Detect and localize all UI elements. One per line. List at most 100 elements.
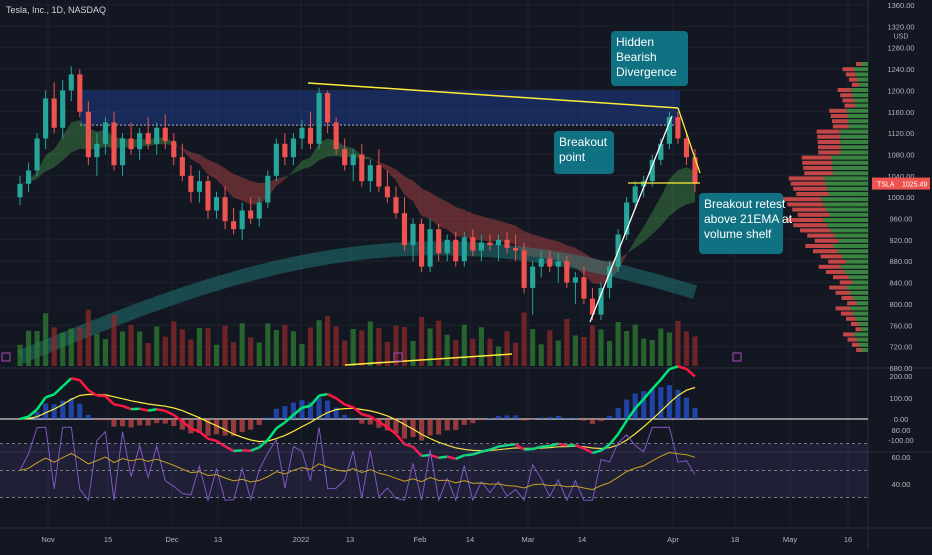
volume-bar — [410, 341, 415, 366]
macd-histogram-bar — [359, 419, 364, 424]
macd-histogram-bar — [607, 416, 612, 419]
volume-bar — [547, 330, 552, 366]
time-tick-label: 14 — [466, 535, 474, 544]
candle-body — [205, 181, 210, 210]
macd-tick-label: 0.00 — [894, 415, 909, 424]
candle-body — [154, 128, 159, 144]
candle-body — [163, 128, 168, 141]
candle[interactable] — [419, 219, 424, 272]
macd-histogram-bar — [240, 419, 245, 432]
volume-bar — [180, 329, 185, 366]
candle[interactable] — [274, 138, 279, 181]
callout-text: Breakout retest — [704, 197, 786, 211]
rsi-tick-label: 80.00 — [892, 426, 911, 435]
volume-bar — [257, 343, 262, 367]
price-tick-label: 840.00 — [890, 279, 913, 288]
volume-profile-bar — [856, 317, 868, 321]
volume-bar — [342, 341, 347, 367]
volume-bar — [308, 328, 313, 367]
macd-histogram-bar — [547, 417, 552, 419]
volume-profile-bar — [840, 140, 868, 144]
macd-histogram-bar — [496, 416, 501, 419]
candle-body — [223, 197, 228, 221]
macd-histogram-bar — [52, 404, 57, 419]
ema-ribbon-segment — [422, 189, 431, 219]
candle-body — [633, 187, 638, 203]
candle[interactable] — [35, 133, 40, 176]
candle-body — [428, 229, 433, 266]
volume-bar — [598, 330, 603, 367]
volume-profile-bar — [793, 187, 827, 191]
volume-profile-bar — [850, 291, 868, 295]
volume-profile-bar — [839, 239, 868, 243]
volume-profile-bar — [849, 124, 868, 128]
volume-bar — [692, 337, 697, 367]
time-tick-label: 13 — [214, 535, 222, 544]
volume-bar — [667, 333, 672, 367]
volume-profile-bar — [787, 202, 823, 206]
candle-body — [556, 261, 561, 266]
volume-profile-bar — [835, 234, 868, 238]
volume-profile-bar — [840, 135, 868, 139]
volume-bar — [496, 347, 501, 367]
volume-bar — [616, 322, 621, 366]
ema-ribbon-segment — [251, 181, 260, 205]
price-tick-label: 920.00 — [890, 236, 913, 245]
candle[interactable] — [265, 170, 270, 207]
volume-bar — [163, 337, 168, 366]
macd-histogram-bar — [539, 418, 544, 419]
volume-profile-bar — [854, 98, 868, 102]
volume-bar — [111, 315, 116, 366]
volume-profile-bar — [826, 208, 868, 212]
price-tick-label: 1200.00 — [887, 86, 914, 95]
candle-body — [214, 197, 219, 210]
volume-bar — [223, 326, 228, 366]
candle-body — [137, 133, 142, 149]
volume-bar — [590, 326, 595, 367]
candle-body — [35, 138, 40, 170]
volume-profile-bar — [849, 78, 858, 82]
volume-bar — [240, 323, 245, 366]
price-tick-label: 1080.00 — [887, 150, 914, 159]
candle[interactable] — [316, 88, 321, 149]
candle-body — [299, 128, 304, 139]
candle-body — [316, 93, 321, 144]
volume-profile-bar — [833, 171, 868, 175]
candle-body — [376, 165, 381, 186]
volume-profile-bar — [846, 260, 868, 264]
volume-profile-bar — [858, 78, 868, 82]
volume-profile-bar — [824, 202, 868, 206]
volume-profile-bar — [831, 228, 868, 232]
macd-histogram-bar — [368, 419, 373, 425]
volume-profile-bar — [840, 93, 853, 97]
volume-bar — [299, 344, 304, 366]
candle[interactable] — [334, 117, 339, 154]
candle-body — [487, 243, 492, 246]
volume-profile-bar — [824, 176, 868, 180]
volume-profile-bar — [818, 140, 841, 144]
volume-profile-bar — [826, 270, 845, 274]
volume-bar — [675, 321, 680, 366]
macd-histogram-bar — [257, 419, 262, 425]
volume-bar — [103, 339, 108, 366]
volume-bar — [564, 319, 569, 366]
volume-bar — [504, 331, 509, 366]
macd-histogram-bar — [223, 419, 228, 436]
volume-profile-bar — [829, 192, 868, 196]
macd-line-segment — [148, 409, 157, 410]
macd-histogram-bar — [462, 419, 467, 425]
macd-histogram-bar — [650, 389, 655, 419]
candle-body — [547, 259, 552, 267]
macd-line-segment — [114, 404, 123, 405]
ema-ribbon-segment — [678, 167, 687, 209]
candle[interactable] — [77, 69, 82, 117]
volume-bar — [513, 343, 518, 366]
candle-body — [274, 144, 279, 176]
volume-bar — [641, 339, 646, 367]
candle-body — [359, 154, 364, 181]
volume-profile-bar — [802, 161, 832, 165]
